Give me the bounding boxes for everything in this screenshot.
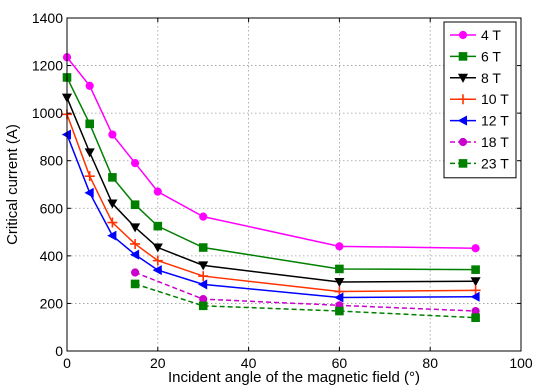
series-12-t xyxy=(61,129,480,303)
legend-label: 8 T xyxy=(481,70,501,86)
y-axis-label: Critical current (A) xyxy=(4,124,21,245)
plot-frame xyxy=(66,17,522,352)
data-point xyxy=(199,212,208,221)
legend-label: 18 T xyxy=(481,134,509,150)
series-4-t xyxy=(62,53,480,253)
data-point xyxy=(198,271,209,282)
series-line xyxy=(66,97,476,283)
legend-item: 12 T xyxy=(450,113,509,129)
data-point xyxy=(334,292,344,303)
data-point xyxy=(108,130,117,139)
legend-item: 18 T xyxy=(450,134,509,150)
y-tick-label: 0 xyxy=(55,343,63,359)
legend-label: 12 T xyxy=(481,113,509,129)
y-tick-label: 400 xyxy=(40,248,64,264)
series-layer xyxy=(61,53,481,322)
data-point xyxy=(107,230,117,241)
legend-label: 4 T xyxy=(481,27,501,43)
legend-item: 10 T xyxy=(450,91,509,107)
series-line xyxy=(66,77,476,271)
data-point xyxy=(335,306,344,316)
x-tick-label: 0 xyxy=(63,355,71,371)
data-point xyxy=(153,187,162,196)
x-axis-label: Incident angle of the magnetic field (°) xyxy=(168,369,420,386)
legend-marker xyxy=(458,137,468,147)
data-point xyxy=(152,255,163,266)
x-tick-label: 100 xyxy=(509,355,533,371)
data-point xyxy=(335,242,344,251)
data-point xyxy=(130,200,140,210)
data-point xyxy=(198,243,208,252)
y-tick-label: 200 xyxy=(40,295,64,311)
legend-item: 23 T xyxy=(450,155,509,171)
data-point xyxy=(84,187,94,198)
series-line xyxy=(66,56,476,249)
data-point xyxy=(85,81,94,90)
legend-marker xyxy=(458,30,468,40)
data-point xyxy=(85,119,95,129)
x-tick-label: 80 xyxy=(422,355,438,371)
legend-marker xyxy=(457,115,467,126)
y-tick-label: 1200 xyxy=(32,58,63,74)
series-23-t xyxy=(130,279,480,322)
data-point xyxy=(334,278,345,288)
data-point xyxy=(335,264,344,274)
legend-marker xyxy=(458,52,468,61)
series-10-t xyxy=(62,109,481,297)
y-tick-label: 600 xyxy=(40,200,64,216)
data-point xyxy=(84,171,95,182)
data-point xyxy=(197,279,208,290)
legend-item: 6 T xyxy=(450,48,501,64)
x-tick-label: 60 xyxy=(332,355,348,371)
legend-label: 10 T xyxy=(481,91,509,107)
data-point xyxy=(131,158,140,168)
data-point xyxy=(471,313,480,322)
x-tick-label: 20 xyxy=(150,355,166,371)
x-tick-label: 40 xyxy=(241,355,257,371)
data-point xyxy=(152,243,163,253)
data-point xyxy=(129,249,140,260)
legend-label: 6 T xyxy=(481,48,501,64)
data-point xyxy=(470,277,481,287)
legend-item: 8 T xyxy=(450,70,501,86)
legend-label: 23 T xyxy=(481,155,509,171)
data-point xyxy=(84,148,95,158)
data-point xyxy=(130,223,141,233)
legend-marker xyxy=(457,73,469,83)
legend-marker xyxy=(458,94,468,105)
data-point xyxy=(471,244,480,253)
legend: 4 T 6 T 8 T 10 T 12 T 18 T 23 T xyxy=(443,21,517,179)
data-point xyxy=(198,261,209,271)
series-line xyxy=(66,134,476,299)
data-point xyxy=(107,199,118,209)
data-point xyxy=(471,265,480,274)
data-point xyxy=(130,238,141,249)
y-tick-label: 1400 xyxy=(32,10,63,26)
legend-item: 4 T xyxy=(450,27,501,43)
data-point xyxy=(198,301,208,311)
data-point xyxy=(108,173,117,182)
data-point xyxy=(152,265,162,276)
data-point xyxy=(131,268,140,277)
y-tick-label: 800 xyxy=(40,153,64,169)
series-line xyxy=(134,283,476,319)
y-tick-label: 1000 xyxy=(32,105,63,121)
legend-marker xyxy=(458,159,468,168)
data-point xyxy=(470,285,481,296)
data-point xyxy=(470,291,480,302)
data-point xyxy=(130,279,140,289)
series-line xyxy=(66,114,476,293)
series-18-t xyxy=(131,268,480,316)
data-point xyxy=(153,221,163,231)
data-point xyxy=(107,217,118,228)
series-line xyxy=(134,271,476,312)
